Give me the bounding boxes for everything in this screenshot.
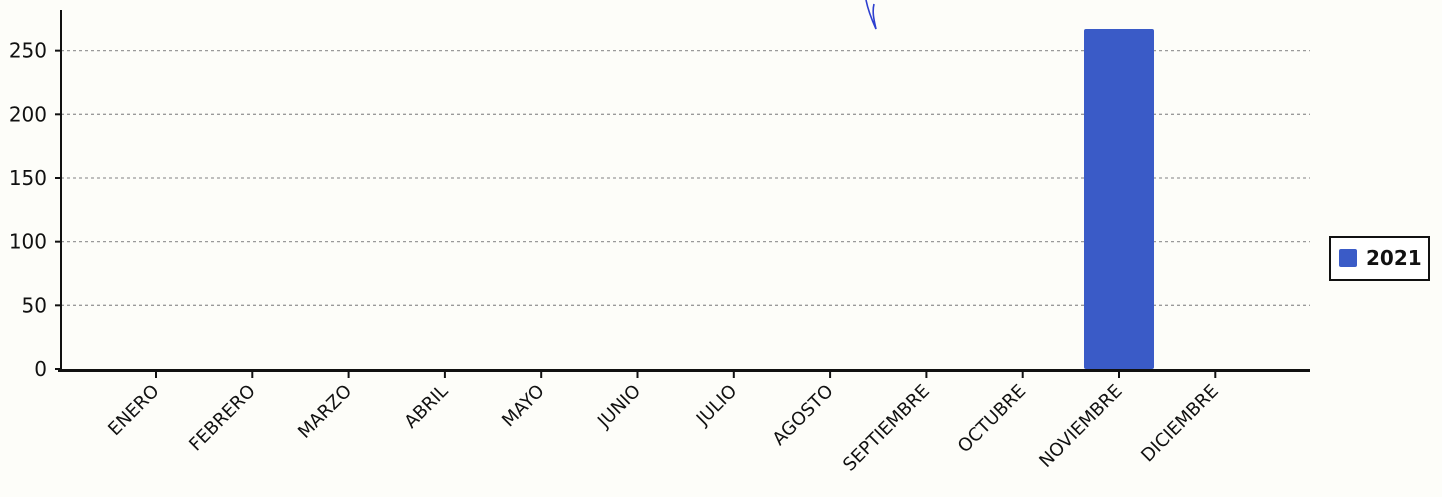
x-tick-label: ABRIL bbox=[400, 381, 452, 433]
handwritten-mark bbox=[865, 0, 877, 30]
y-tick-label: 100 bbox=[9, 230, 47, 254]
legend-swatch bbox=[1339, 249, 1357, 267]
x-tick-label: DICIEMBRE bbox=[1137, 381, 1223, 467]
x-tick-label: MARZO bbox=[294, 381, 356, 443]
legend-label: 2021 bbox=[1366, 246, 1422, 270]
x-tick-labels: ENERO FEBRERO MARZO ABRIL MAYO JUNIO JULIO AGOS… bbox=[104, 370, 1223, 476]
x-tick-label: SEPTIEMBRE bbox=[839, 381, 934, 476]
y-tick-label: 50 bbox=[22, 293, 47, 317]
x-tick-label: ENERO bbox=[104, 381, 163, 440]
y-tick-label: 150 bbox=[9, 166, 47, 190]
x-tick-label: FEBRERO bbox=[185, 381, 260, 456]
x-tick-label: MAYO bbox=[498, 381, 549, 432]
y-tick-label: 0 bbox=[34, 357, 47, 381]
bars bbox=[1084, 29, 1154, 370]
y-tick-labels: 0 50 100 150 200 250 bbox=[9, 39, 61, 381]
x-tick-label: NOVIEMBRE bbox=[1035, 381, 1126, 472]
x-tick-label: JULIO bbox=[692, 381, 741, 430]
bar-noviembre bbox=[1084, 29, 1154, 370]
x-tick-label: OCTUBRE bbox=[954, 381, 1030, 457]
x-tick-label: AGOSTO bbox=[769, 381, 838, 450]
legend: 2021 bbox=[1329, 236, 1430, 281]
y-tick-label: 250 bbox=[9, 39, 47, 63]
y-tick-label: 200 bbox=[9, 102, 47, 126]
x-tick-label: JUNIO bbox=[593, 381, 645, 433]
